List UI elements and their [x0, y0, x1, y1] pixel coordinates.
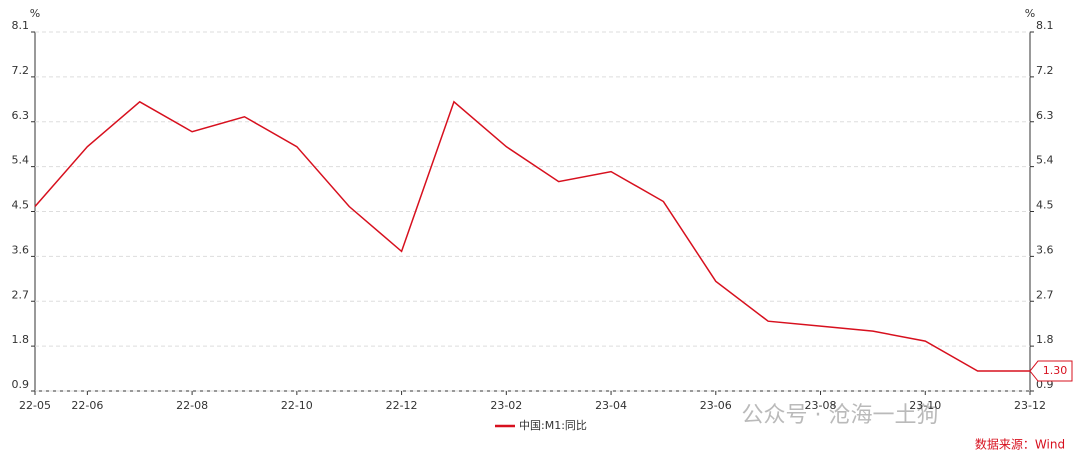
watermark: 公众号 · 沧海一土狗 [742, 403, 939, 428]
x-tick-label: 22-06 [71, 399, 103, 412]
y2-tick-label: 1.8 [1036, 333, 1054, 346]
value-label-box [1029, 360, 1073, 382]
y2-tick-label: 5.4 [1036, 154, 1054, 167]
y2-tick-label: 7.2 [1036, 64, 1054, 77]
source: 数据来源：Wind [975, 437, 1065, 452]
y-tick-label: 2.7 [12, 288, 30, 301]
y-tick-label: 8.1 [12, 19, 30, 32]
y-tick-label: 3.6 [12, 243, 30, 256]
x-tick-label: 22-12 [386, 399, 418, 412]
y-unit: % [30, 7, 40, 20]
y2-tick-label: 2.7 [1036, 288, 1054, 301]
y2-tick-label: 8.1 [1036, 19, 1054, 32]
y2-unit: % [1025, 7, 1035, 20]
value-label: 1.30 [1043, 364, 1068, 377]
x-tick-label: 22-05 [19, 399, 51, 412]
y2-tick-label: 6.3 [1036, 109, 1054, 122]
y-tick-label: 1.8 [12, 333, 30, 346]
x-tick-label: 23-02 [490, 399, 522, 412]
y-tick-label: 5.4 [12, 154, 30, 167]
y-tick-label: 0.9 [12, 378, 30, 391]
y-tick-label: 6.3 [12, 109, 30, 122]
x-tick-label: 23-08 [805, 399, 837, 412]
x-tick-label: 23-12 [1014, 399, 1046, 412]
x-tick-label: 23-10 [909, 399, 941, 412]
y2-tick-label: 4.5 [1036, 199, 1054, 212]
y-tick-label: 4.5 [12, 199, 30, 212]
x-tick-label: 22-10 [281, 399, 313, 412]
line [34, 100, 1030, 372]
y2-tick-label: 3.6 [1036, 243, 1054, 256]
x-tick-label: 23-06 [700, 399, 732, 412]
legend-label: 中国:M1:同比 [519, 419, 587, 432]
y-tick-label: 7.2 [12, 64, 30, 77]
x-tick-label: 23-04 [595, 399, 627, 412]
x-tick-label: 22-08 [176, 399, 208, 412]
